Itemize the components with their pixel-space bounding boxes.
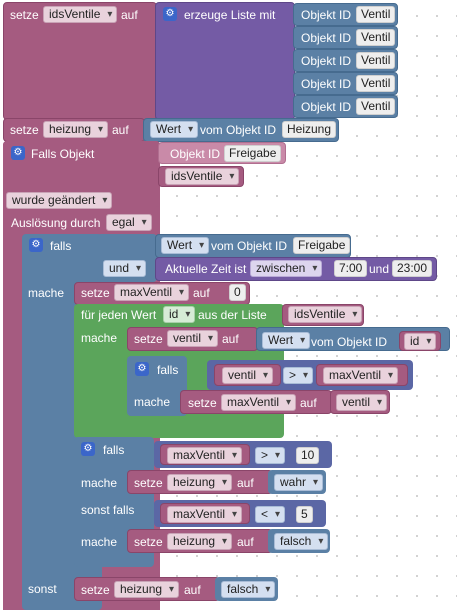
to-keyword: auf (112, 123, 129, 137)
time-to-field[interactable]: 23:00 (392, 260, 433, 277)
from-object-label: vom Objekt ID (211, 239, 288, 253)
if-object-label: Falls Objekt (31, 147, 95, 161)
create-list-label: erzeuge Liste mit (184, 8, 276, 22)
variable-dropdown-idsventile[interactable]: idsVentile (165, 168, 240, 185)
between-dropdown[interactable]: zwischen (250, 260, 323, 277)
object-id-value[interactable]: Freigabe (293, 237, 351, 254)
object-id-label: Objekt ID (301, 100, 352, 114)
do-label: mache (81, 331, 118, 345)
from-list-label: aus der Liste (198, 308, 267, 322)
gear-icon[interactable]: ⚙ (29, 238, 43, 252)
operator-dropdown[interactable]: < (255, 506, 286, 523)
variable-dropdown-idsventile[interactable]: idsVentile (43, 6, 118, 23)
object-id-value[interactable]: Ventil (356, 6, 396, 23)
boolean-dropdown[interactable]: falsch (274, 533, 329, 550)
object-id-label: Objekt ID (301, 8, 352, 22)
operator-dropdown[interactable]: > (283, 367, 314, 384)
value-dropdown[interactable]: Wert (150, 121, 199, 138)
else-label: sonst (28, 582, 57, 596)
gear-icon[interactable]: ⚙ (11, 146, 25, 160)
variable-dropdown-ventil[interactable]: ventil (167, 330, 219, 347)
and-dropdown[interactable]: und (103, 260, 147, 277)
else-if-label: sonst falls (81, 503, 135, 517)
gear-icon[interactable]: ⚙ (135, 362, 149, 376)
variable-dropdown-id[interactable]: id (404, 333, 437, 350)
to-keyword: auf (184, 583, 201, 597)
object-id-value[interactable]: Ventil (356, 29, 396, 46)
variable-dropdown-heizung[interactable]: heizung (167, 474, 233, 491)
variable-dropdown-maxventil[interactable]: maxVentil (323, 367, 399, 384)
if-label: falls (157, 363, 179, 377)
variable-dropdown-heizung[interactable]: heizung (167, 533, 233, 550)
set-keyword: setze (10, 8, 39, 22)
for-each-label: für jeden Wert (81, 308, 157, 322)
loop-variable-dropdown[interactable]: id (163, 306, 196, 323)
number-field[interactable]: 0 (229, 284, 246, 301)
object-id-label: Objekt ID (170, 147, 221, 161)
object-id-value[interactable]: Ventil (356, 98, 396, 115)
operator-dropdown[interactable]: > (255, 447, 286, 464)
variable-dropdown-heizung[interactable]: heizung (114, 581, 180, 598)
set-keyword: setze (81, 286, 110, 300)
variable-dropdown-maxventil[interactable]: maxVentil (114, 284, 190, 301)
object-id-value[interactable]: Ventil (356, 52, 396, 69)
do-label: mache (81, 476, 118, 490)
gear-icon[interactable]: ⚙ (163, 7, 177, 21)
if-label: falls (103, 443, 125, 457)
set-keyword: setze (134, 332, 163, 346)
variable-dropdown-maxventil[interactable]: maxVentil (221, 394, 297, 411)
to-keyword: auf (300, 396, 317, 410)
boolean-dropdown[interactable]: wahr (274, 474, 324, 491)
to-keyword: auf (222, 332, 239, 346)
object-id-label: Objekt ID (301, 54, 352, 68)
to-keyword: auf (193, 286, 210, 300)
value-dropdown[interactable]: Wert (161, 237, 210, 254)
and-label: und (369, 262, 390, 276)
set-keyword: setze (134, 476, 163, 490)
trigger-label: Auslösung durch (11, 216, 101, 230)
do-label: mache (81, 535, 118, 549)
to-keyword: auf (121, 8, 138, 22)
variable-dropdown-maxventil[interactable]: maxVentil (167, 447, 243, 464)
if-label: falls (50, 239, 72, 253)
trigger-dropdown[interactable]: egal (106, 214, 152, 231)
object-id-value[interactable]: Ventil (356, 75, 396, 92)
do-label: mache (134, 395, 171, 409)
value-dropdown[interactable]: Wert (262, 332, 311, 349)
variable-dropdown-ventil[interactable]: ventil (222, 367, 274, 384)
variable-dropdown-heizung[interactable]: heizung (43, 121, 109, 138)
variable-dropdown-maxventil[interactable]: maxVentil (167, 506, 243, 523)
time-from-field[interactable]: 7:00 (334, 260, 368, 277)
from-object-label: vom Objekt ID (311, 335, 388, 349)
variable-dropdown-ventil[interactable]: ventil (336, 394, 388, 411)
gear-icon[interactable]: ⚙ (81, 442, 95, 456)
set-keyword: setze (134, 535, 163, 549)
do-label: mache (28, 286, 65, 300)
set-keyword: setze (81, 583, 110, 597)
number-field[interactable]: 10 (296, 447, 320, 464)
object-id-label: Objekt ID (301, 31, 352, 45)
object-id-value[interactable]: Heizung (282, 121, 337, 138)
variable-dropdown-idsventile[interactable]: idsVentile (288, 306, 363, 323)
set-keyword: setze (10, 123, 39, 137)
changed-dropdown[interactable]: wurde geändert (6, 192, 113, 209)
number-field[interactable]: 5 (296, 506, 313, 523)
boolean-dropdown[interactable]: falsch (221, 581, 276, 598)
object-id-value[interactable]: Freigabe (224, 145, 282, 162)
create-list-block[interactable] (155, 2, 295, 120)
current-time-label: Aktuelle Zeit ist (165, 262, 247, 276)
from-object-label: vom Objekt ID (200, 123, 277, 137)
to-keyword: auf (237, 535, 254, 549)
set-keyword: setze (188, 396, 217, 410)
to-keyword: auf (237, 476, 254, 490)
object-id-label: Objekt ID (301, 77, 352, 91)
